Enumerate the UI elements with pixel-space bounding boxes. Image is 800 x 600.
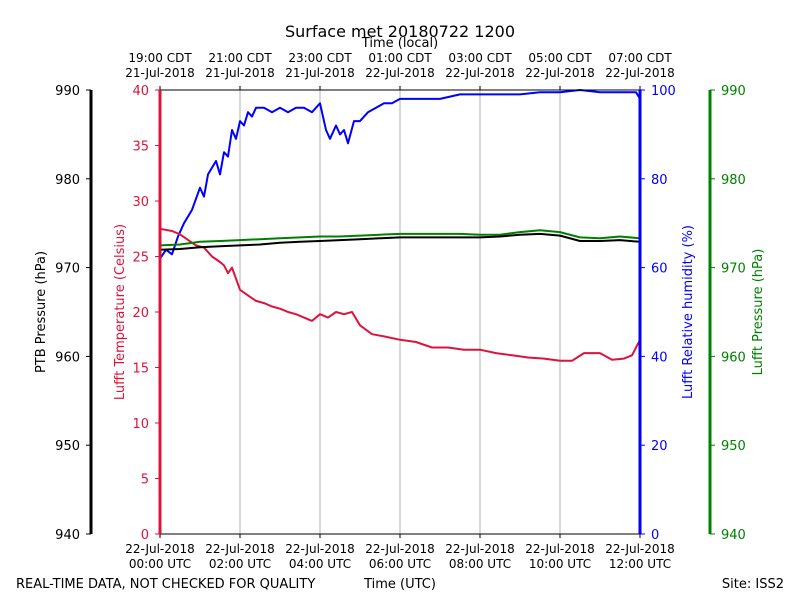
x-tick-label-utc-time: 00:00 UTC	[129, 557, 191, 571]
lufft-pressure-axis-tick-label: 960	[721, 350, 746, 365]
humidity-axis-tick-label: 80	[651, 173, 668, 188]
x-tick-label-local-time: 23:00 CDT	[288, 51, 352, 65]
x-tick-label-utc-date: 22-Jul-2018	[365, 542, 435, 556]
chart-title: Surface met 20180722 1200	[285, 22, 515, 41]
x-tick-label-utc-date: 22-Jul-2018	[605, 542, 675, 556]
site-label: Site: ISS2	[722, 577, 784, 592]
temperature-axis-tick-label: 40	[132, 84, 149, 99]
lufft-pressure-axis-tick-label: 940	[721, 528, 746, 543]
x-tick-label-local-date: 22-Jul-2018	[605, 66, 675, 80]
series-line-humidity	[159, 89, 641, 260]
lufft-pressure-axis-tick-label: 970	[721, 262, 746, 277]
data-series	[159, 89, 641, 362]
temperature-axis-tick-label: 0	[141, 528, 149, 543]
vertical-gridlines	[239, 90, 561, 534]
x-tick-label-utc-time: 02:00 UTC	[209, 557, 271, 571]
x-tick-label-local-date: 21-Jul-2018	[205, 66, 275, 80]
humidity-axis-tick-label: 0	[651, 528, 659, 543]
temperature-axis-tick-label: 35	[132, 140, 149, 155]
x-tick-label-utc-date: 22-Jul-2018	[525, 542, 595, 556]
ptb-pressure-axis-tick-label: 970	[55, 262, 80, 277]
quality-note: REAL-TIME DATA, NOT CHECKED FOR QUALITY	[16, 577, 315, 592]
temperature-axis-tick-label: 5	[141, 473, 149, 488]
x-tick-label-local-time: 01:00 CDT	[368, 51, 432, 65]
humidity-axis-tick-label: 100	[651, 84, 676, 99]
lufft-pressure-axis-label: Lufft Pressure (hPa)	[751, 249, 766, 376]
humidity-axis-tick-label: 40	[651, 350, 668, 365]
x-tick-label-utc-date: 22-Jul-2018	[125, 542, 195, 556]
humidity-axis-tick-label: 20	[651, 439, 668, 454]
ptb-pressure-axis-label: PTB Pressure (hPa)	[34, 251, 49, 373]
x-tick-label-local-time: 07:00 CDT	[608, 51, 672, 65]
lufft-pressure-axis-tick-label: 950	[721, 439, 746, 454]
x-tick-label-local-date: 21-Jul-2018	[125, 66, 195, 80]
x-tick-label-local-date: 21-Jul-2018	[285, 66, 355, 80]
series-line-ptb_pressure	[159, 232, 641, 251]
x-tick-label-local-time: 21:00 CDT	[208, 51, 272, 65]
temperature-axis-tick-label: 25	[132, 251, 149, 266]
x-tick-label-local-time: 19:00 CDT	[128, 51, 192, 65]
humidity-axis-label: Lufft Relative humidity (%)	[681, 225, 696, 399]
bottom-axis-label: Time (UTC)	[363, 577, 436, 592]
x-tick-label-utc-date: 22-Jul-2018	[205, 542, 275, 556]
temperature-axis-tick-label: 30	[132, 195, 149, 210]
x-tick-label-local-time: 03:00 CDT	[448, 51, 512, 65]
x-tick-label-local-date: 22-Jul-2018	[525, 66, 595, 80]
temperature-axis-tick-label: 15	[132, 362, 149, 377]
x-tick-label-local-time: 05:00 CDT	[528, 51, 592, 65]
ptb-pressure-axis-tick-label: 960	[55, 350, 80, 365]
x-tick-label-utc-time: 04:00 UTC	[289, 557, 351, 571]
ptb-pressure-axis-tick-label: 990	[55, 84, 80, 99]
x-tick-label-utc-time: 10:00 UTC	[529, 557, 591, 571]
ptb-pressure-axis-tick-label: 980	[55, 173, 80, 188]
top-axis-label: Time (local)	[361, 36, 438, 51]
lufft-pressure-axis-tick-label: 980	[721, 173, 746, 188]
humidity-axis-tick-label: 60	[651, 262, 668, 277]
ptb-pressure-axis-tick-label: 940	[55, 528, 80, 543]
series-line-temperature	[159, 227, 641, 362]
x-tick-label-local-date: 22-Jul-2018	[365, 66, 435, 80]
temperature-axis-tick-label: 10	[132, 417, 149, 432]
x-tick-label-utc-time: 08:00 UTC	[449, 557, 511, 571]
temperature-axis-tick-label: 20	[132, 306, 149, 321]
ptb-pressure-axis-tick-label: 950	[55, 439, 80, 454]
temperature-axis-label: Lufft Temperature (Celsius)	[113, 224, 128, 400]
x-tick-label-utc-date: 22-Jul-2018	[445, 542, 515, 556]
x-tick-label-utc-date: 22-Jul-2018	[285, 542, 355, 556]
x-tick-label-utc-time: 06:00 UTC	[369, 557, 431, 571]
x-tick-label-utc-time: 12:00 UTC	[609, 557, 671, 571]
lufft-pressure-axis-tick-label: 990	[721, 84, 746, 99]
series-line-lufft_pressure	[159, 229, 641, 247]
x-tick-label-local-date: 22-Jul-2018	[445, 66, 515, 80]
